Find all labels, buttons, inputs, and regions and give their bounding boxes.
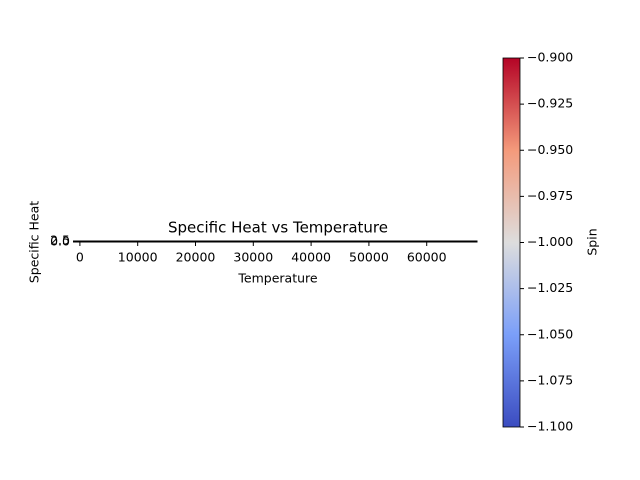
colorbar-tick-label: −0.950	[527, 142, 573, 157]
chart-title: Specific Heat vs Temperature	[168, 219, 388, 237]
x-tick-label: 20000	[176, 250, 216, 265]
colorbar-tick-label: −1.050	[527, 326, 573, 341]
colorbar-tick-label: −0.925	[527, 96, 573, 111]
x-tick-label: 60000	[407, 250, 447, 265]
colorbar	[502, 57, 521, 428]
y-axis-label: Specific Heat	[27, 201, 42, 283]
colorbar-tick-label: −1.075	[527, 372, 573, 387]
x-tick-label: 10000	[118, 250, 158, 265]
y-tick-label: 0.0	[50, 234, 70, 249]
colorbar-tick-label: −0.975	[527, 188, 573, 203]
y-tick-label: 2.5	[50, 233, 70, 248]
colorbar-tick-label: −1.025	[527, 280, 573, 295]
x-tick-label: 30000	[233, 250, 273, 265]
colorbar-tick-label: −1.000	[527, 234, 573, 249]
colorbar-tick-label: −1.100	[527, 419, 573, 434]
x-axis-label: Temperature	[237, 271, 317, 286]
colorbar-label: Spin	[585, 228, 600, 255]
plot-area	[76, 240, 478, 243]
x-tick-label: 50000	[349, 250, 389, 265]
x-tick-label: 0	[76, 250, 84, 265]
colorbar-tick-label: −0.900	[527, 50, 573, 65]
x-tick-label: 40000	[291, 250, 331, 265]
